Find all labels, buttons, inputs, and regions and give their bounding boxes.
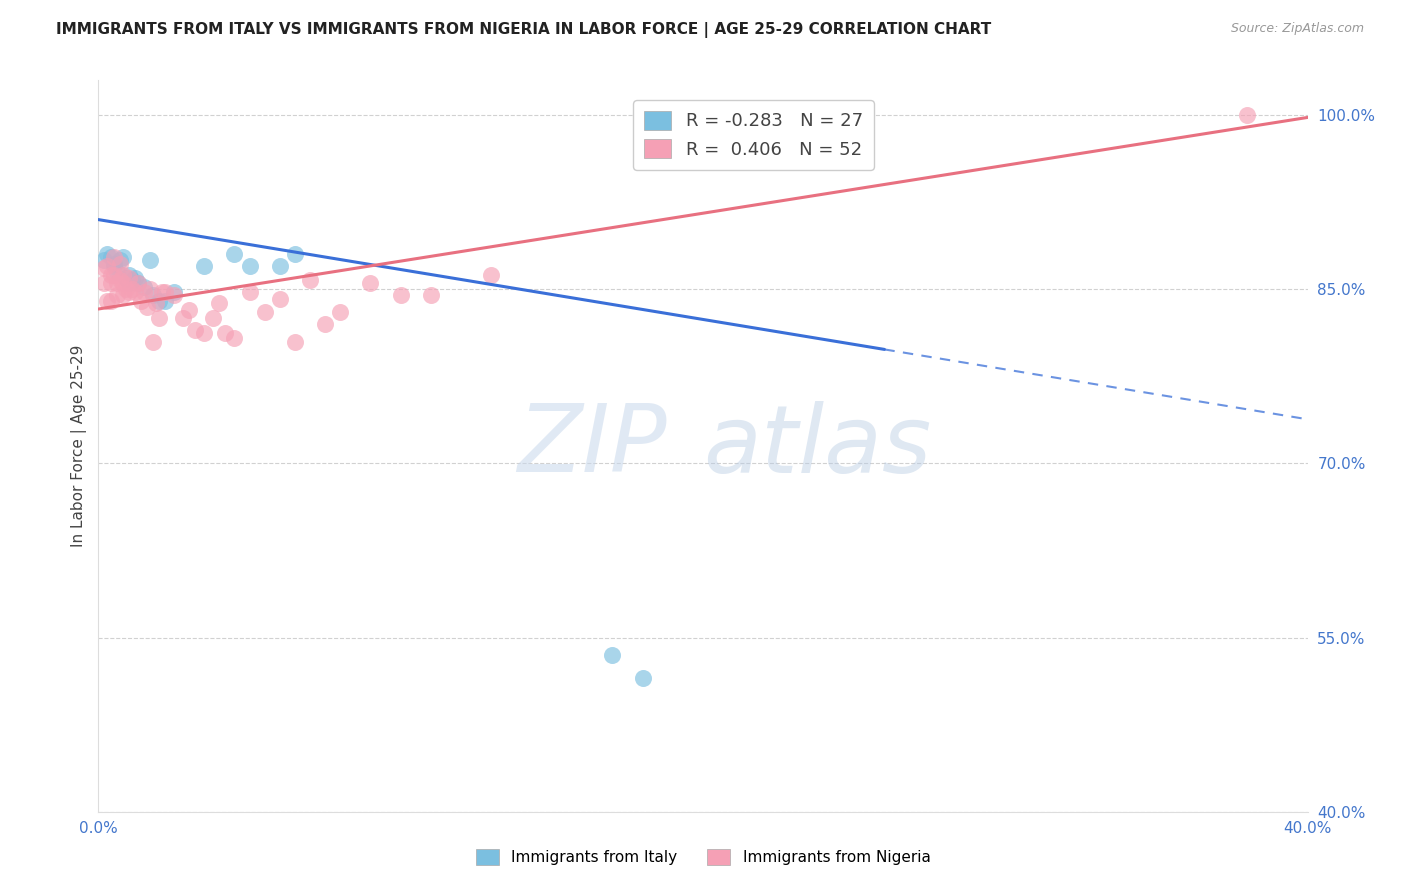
Point	[153, 285, 176, 299]
Point	[314, 317, 336, 331]
Point	[284, 247, 307, 261]
Point	[121, 273, 143, 287]
Point	[269, 292, 291, 306]
Point	[111, 268, 134, 283]
Point	[224, 247, 246, 261]
Point	[108, 253, 131, 268]
Point	[179, 303, 201, 318]
Text: Source: ZipAtlas.com: Source: ZipAtlas.com	[1230, 22, 1364, 36]
Point	[111, 288, 134, 302]
Point	[124, 285, 146, 299]
Point	[124, 270, 146, 285]
Legend: Immigrants from Italy, Immigrants from Nigeria: Immigrants from Italy, Immigrants from N…	[470, 843, 936, 871]
Point	[224, 331, 246, 345]
Point	[299, 273, 322, 287]
Point	[631, 671, 654, 685]
Point	[132, 280, 155, 294]
Point	[100, 277, 122, 291]
Point	[202, 311, 225, 326]
Point	[184, 323, 207, 337]
Point	[127, 277, 149, 291]
Point	[114, 270, 136, 285]
Point	[163, 285, 186, 299]
Point	[132, 285, 155, 299]
Point	[100, 268, 122, 283]
Point	[208, 296, 231, 310]
Point	[118, 285, 141, 299]
Point	[100, 293, 122, 308]
Point	[193, 259, 215, 273]
Point	[150, 285, 173, 299]
Y-axis label: In Labor Force | Age 25-29: In Labor Force | Age 25-29	[72, 345, 87, 547]
Point	[96, 293, 118, 308]
Point	[253, 305, 276, 319]
Point	[114, 282, 136, 296]
Point	[108, 273, 131, 287]
Point	[103, 257, 125, 271]
Point	[100, 250, 122, 264]
Point	[284, 334, 307, 349]
Point	[269, 259, 291, 273]
Point	[481, 268, 503, 283]
Point	[360, 277, 382, 291]
Point	[142, 288, 165, 302]
Point	[93, 277, 115, 291]
Point	[105, 277, 128, 291]
Point	[139, 253, 162, 268]
Point	[148, 293, 170, 308]
Point	[420, 288, 443, 302]
Point	[239, 285, 262, 299]
Point	[111, 277, 134, 291]
Point	[193, 326, 215, 341]
Point	[93, 261, 115, 276]
Point	[103, 250, 125, 264]
Point	[103, 268, 125, 283]
Point	[129, 293, 152, 308]
Point	[135, 300, 157, 314]
Point	[239, 259, 262, 273]
Point	[148, 311, 170, 326]
Point	[108, 257, 131, 271]
Point	[127, 277, 149, 291]
Point	[118, 270, 141, 285]
Text: ZIP: ZIP	[517, 401, 666, 491]
Point	[139, 282, 162, 296]
Point	[118, 268, 141, 283]
Point	[172, 311, 194, 326]
Text: atlas: atlas	[703, 401, 931, 491]
Text: IMMIGRANTS FROM ITALY VS IMMIGRANTS FROM NIGERIA IN LABOR FORCE | AGE 25-29 CORR: IMMIGRANTS FROM ITALY VS IMMIGRANTS FROM…	[56, 22, 991, 38]
Point	[103, 259, 125, 273]
Point	[105, 288, 128, 302]
Point	[163, 288, 186, 302]
Point	[602, 648, 624, 662]
Point	[389, 288, 412, 302]
Point	[93, 253, 115, 268]
Point	[145, 296, 167, 310]
Point	[118, 277, 141, 291]
Point	[329, 305, 352, 319]
Point	[214, 326, 236, 341]
Point	[96, 247, 118, 261]
Point	[105, 265, 128, 279]
Legend: R = -0.283   N = 27, R =  0.406   N = 52: R = -0.283 N = 27, R = 0.406 N = 52	[634, 100, 873, 169]
Point	[153, 293, 176, 308]
Point	[142, 334, 165, 349]
Point	[111, 250, 134, 264]
Point	[1236, 108, 1258, 122]
Point	[121, 282, 143, 296]
Point	[96, 259, 118, 273]
